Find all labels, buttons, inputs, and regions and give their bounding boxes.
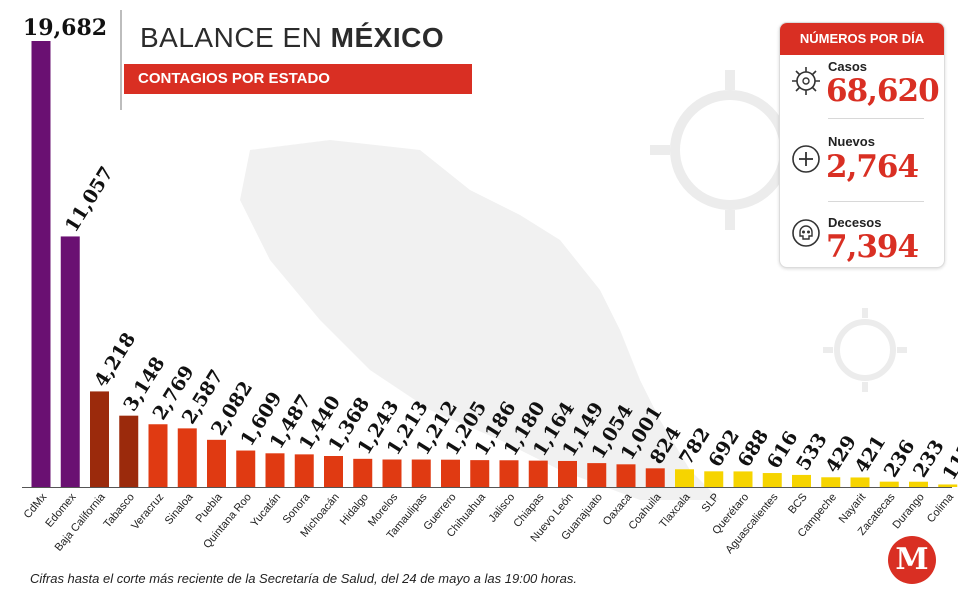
category-label: Coahuila bbox=[626, 491, 664, 533]
footer-note: Cifras hasta el corte más reciente de la… bbox=[30, 571, 578, 586]
stat-label: Casos bbox=[828, 59, 868, 74]
bar-tamaulipas bbox=[411, 459, 431, 487]
category-label: Aguascalientes bbox=[723, 491, 780, 556]
category-label: BCS bbox=[786, 491, 810, 516]
bar-slp bbox=[704, 471, 724, 487]
bar-michoacán bbox=[324, 456, 343, 487]
category-label: CdMx bbox=[22, 491, 50, 521]
bar-sinaloa bbox=[177, 428, 197, 487]
divider bbox=[828, 201, 924, 202]
stat-decesos: Decesos 7,394 bbox=[780, 203, 944, 267]
skull-icon bbox=[792, 219, 820, 247]
bar-sonora bbox=[294, 454, 314, 487]
bar-durango bbox=[909, 481, 928, 487]
title-divider bbox=[120, 10, 122, 110]
category-label: SLP bbox=[699, 491, 722, 515]
plus-icon bbox=[792, 145, 820, 173]
chart-subtitle: CONTAGIOS POR ESTADO bbox=[124, 64, 472, 94]
bar-querétaro bbox=[733, 471, 753, 487]
chart-title: BALANCE EN MÉXICO bbox=[140, 22, 444, 54]
bar-guerrero bbox=[441, 459, 460, 487]
virus-icon bbox=[792, 67, 820, 95]
bar-baja-california bbox=[90, 391, 109, 487]
bar-edomex bbox=[60, 236, 80, 487]
stat-value: 68,620 bbox=[826, 73, 940, 109]
category-label: Yucatán bbox=[249, 491, 284, 529]
daily-numbers-panel: NÚMEROS POR DÍA Casos 68,620 Nuevos 2,76… bbox=[779, 22, 945, 268]
bar-veracruz bbox=[148, 424, 168, 487]
title-bold: MÉXICO bbox=[330, 22, 445, 53]
bar-oaxaca bbox=[616, 464, 636, 487]
stat-value: 2,764 bbox=[826, 149, 919, 185]
bar-zacatecas bbox=[879, 481, 899, 487]
stat-value: 7,394 bbox=[826, 229, 919, 265]
bar-coahuila bbox=[645, 468, 665, 487]
divider bbox=[828, 118, 924, 119]
panel-heading: NÚMEROS POR DÍA bbox=[780, 23, 944, 55]
category-label: Colima bbox=[925, 491, 957, 526]
value-label: 11,057 bbox=[61, 163, 118, 236]
bar-tabasco bbox=[119, 415, 139, 487]
value-label: 19,682 bbox=[23, 15, 107, 41]
bar-chiapas bbox=[528, 460, 548, 487]
bar-cdmx bbox=[31, 41, 51, 487]
category-label: Tlaxcala bbox=[657, 491, 693, 531]
category-label: Durango bbox=[890, 491, 926, 531]
bar-puebla bbox=[207, 439, 226, 487]
bar-guanajuato bbox=[587, 463, 607, 487]
bar-nayarit bbox=[850, 477, 870, 487]
bar-jalisco bbox=[499, 460, 519, 487]
bar-quintana-roo bbox=[236, 450, 256, 487]
value-label: 692 bbox=[704, 426, 744, 471]
logo-letter: M bbox=[895, 542, 929, 577]
bar-colima bbox=[938, 484, 958, 487]
bar-chihuahua bbox=[470, 460, 490, 487]
stat-label: Decesos bbox=[828, 215, 882, 230]
mexico-map-silhouette bbox=[240, 140, 720, 500]
virus-watermark-small bbox=[823, 308, 907, 392]
bar-tlaxcala bbox=[675, 469, 694, 487]
bar-yucatán bbox=[265, 453, 285, 487]
milenio-logo: M bbox=[888, 536, 936, 584]
stat-casos: Casos 68,620 bbox=[780, 57, 944, 127]
bar-aguascalientes bbox=[762, 473, 782, 487]
bar-morelos bbox=[382, 459, 402, 487]
bar-campeche bbox=[821, 477, 841, 487]
stat-label: Nuevos bbox=[828, 134, 875, 149]
category-label: Sinaloa bbox=[163, 491, 196, 527]
bar-bcs bbox=[792, 474, 811, 487]
bar-hidalgo bbox=[353, 458, 373, 487]
title-regular: BALANCE EN bbox=[140, 22, 331, 53]
stat-nuevos: Nuevos 2,764 bbox=[780, 127, 944, 197]
bar-nuevo-león bbox=[558, 460, 577, 487]
